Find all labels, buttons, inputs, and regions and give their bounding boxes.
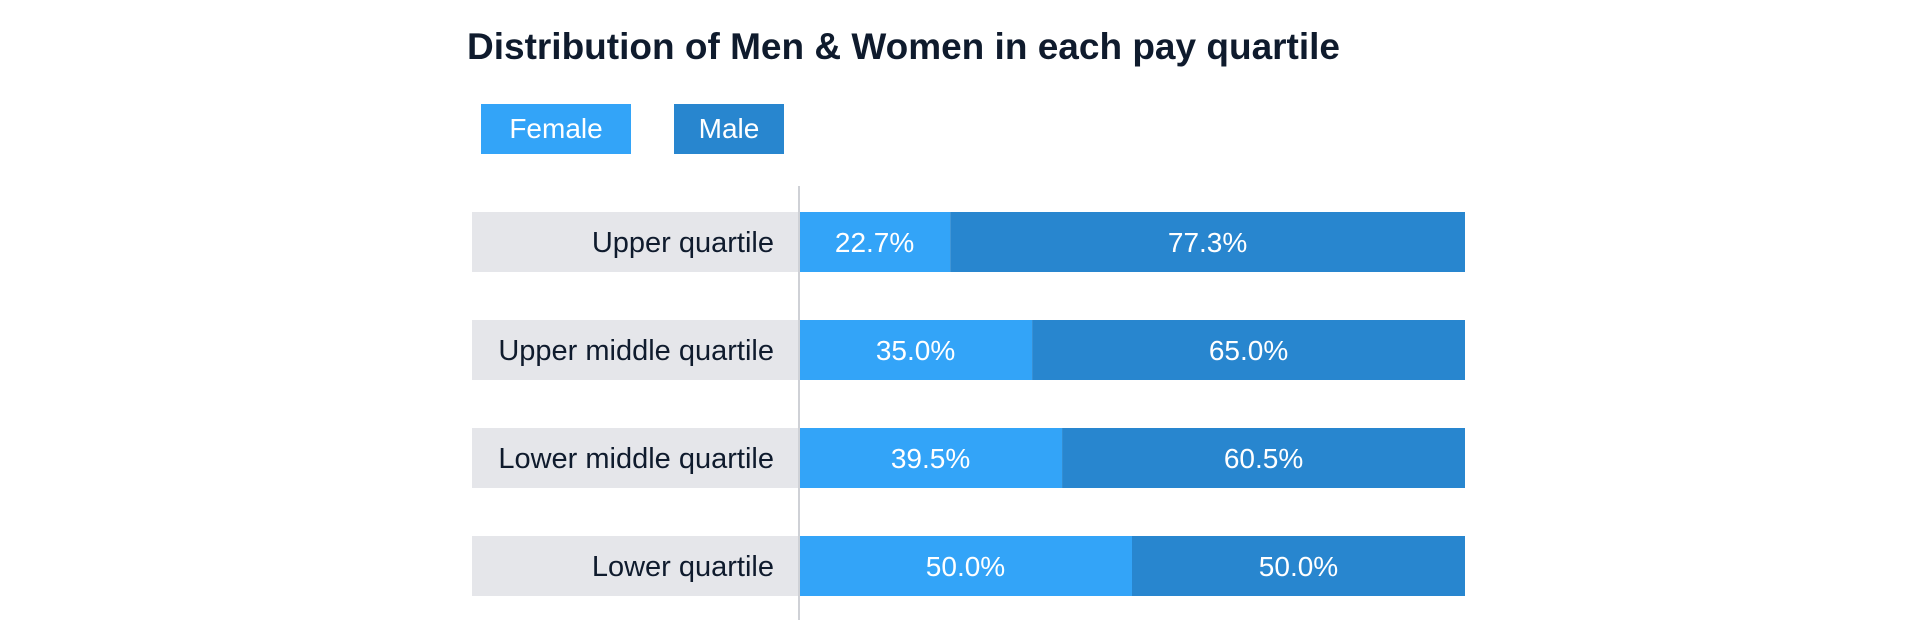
category-label-background <box>472 428 799 488</box>
bar-female <box>799 536 1132 596</box>
category-label: Upper quartile <box>592 227 774 259</box>
legend-item-male: Male <box>674 104 784 154</box>
legend-item-female: Female <box>481 104 631 154</box>
legend: Female Male <box>481 104 784 154</box>
bar-male <box>1032 320 1465 380</box>
category-label: Lower quartile <box>592 551 774 583</box>
category-label-background <box>472 536 799 596</box>
bar-female <box>799 428 1063 488</box>
bar-label-female: 39.5% <box>891 443 970 474</box>
category-label-background <box>472 320 799 380</box>
bar-label-male: 50.0% <box>1259 551 1338 582</box>
bar-label-male: 65.0% <box>1209 335 1288 366</box>
bar-label-female: 22.7% <box>835 227 914 258</box>
bar-female <box>799 320 1033 380</box>
category-label: Upper middle quartile <box>498 335 774 367</box>
bar-male <box>950 212 1465 272</box>
bar-label-female: 50.0% <box>926 551 1005 582</box>
bar-label-male: 77.3% <box>1168 227 1247 258</box>
bar-female <box>799 212 951 272</box>
category-label-background <box>472 212 799 272</box>
bar-male <box>1062 428 1465 488</box>
category-label: Lower middle quartile <box>498 443 774 475</box>
chart-title: Distribution of Men & Women in each pay … <box>467 26 1341 67</box>
bar-male <box>1132 536 1465 596</box>
bar-label-female: 35.0% <box>876 335 955 366</box>
bar-label-male: 60.5% <box>1224 443 1303 474</box>
